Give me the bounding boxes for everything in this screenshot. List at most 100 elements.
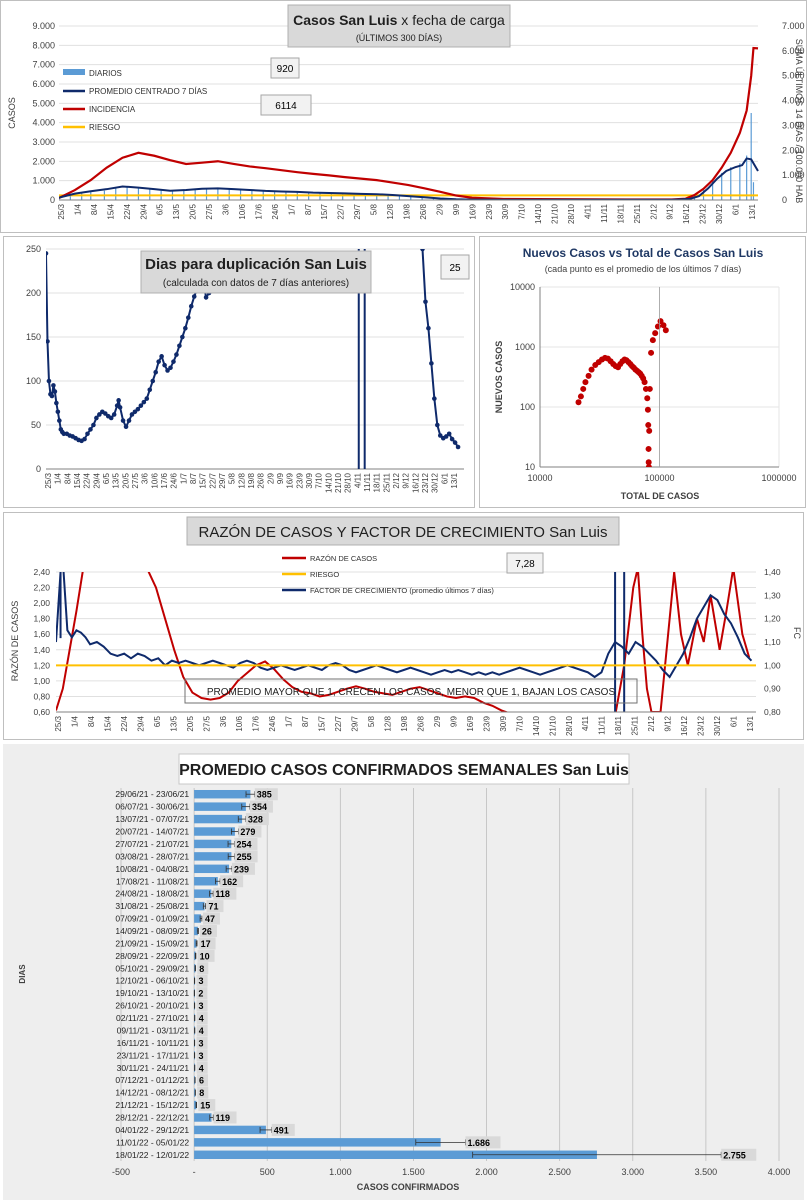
promedio-line	[59, 157, 759, 200]
duplicacion-point	[449, 436, 455, 442]
duplicacion-point	[159, 354, 164, 359]
data-label-bg	[198, 937, 216, 950]
data-label-bg	[721, 1148, 757, 1161]
casos-fecha-carga-panel: 0 1.000 2.000 3.000 4.000 5.000 6.000 7.000 8.00…	[0, 0, 807, 233]
nuevos-vs-total-panel: Nuevos Casos vs Total de Casos San Luis (…	[479, 236, 806, 508]
x-tick-label: 24/6	[170, 472, 179, 488]
data-label: 26	[202, 926, 212, 936]
data-label: 118	[215, 889, 230, 899]
scatter-point	[644, 406, 651, 413]
x-tick-label: 15/7	[320, 203, 329, 219]
duplicacion-point	[120, 418, 126, 423]
x-tick-label: 15/4	[73, 472, 82, 488]
x-tick-label: 21/10	[548, 715, 557, 736]
category-label: 20/07/21 - 14/07/21	[115, 827, 189, 837]
category-label: 10/08/21 - 04/08/21	[115, 864, 189, 874]
scatter-point	[646, 385, 653, 392]
x-tick-label: 8/4	[90, 203, 99, 215]
category-label: 31/08/21 - 25/08/21	[115, 901, 189, 911]
title-box	[287, 4, 511, 48]
category-label: 23/11/21 - 17/11/21	[117, 1050, 190, 1060]
bar	[194, 814, 243, 824]
x-tick-label: 18/11	[616, 203, 625, 223]
y-tick-label: 7.000	[32, 60, 55, 70]
x-tick-label: 12/8	[384, 715, 393, 731]
x-tick-label: 24/6	[271, 203, 280, 219]
value-box	[440, 254, 470, 280]
data-label: 119	[216, 1113, 231, 1123]
chart-subtitle: (cada punto es el promedio de los último…	[545, 264, 742, 274]
y-tick-label: 200	[26, 288, 41, 298]
y-tick-label: 9.000	[32, 21, 55, 31]
y-tick-label: 1.000	[32, 176, 55, 186]
x-tick-label: 2/12	[647, 715, 656, 731]
x-tick-label: 23/9	[485, 203, 494, 219]
x-tick-label: 24/6	[268, 715, 277, 731]
y-tick-label: 1,20	[33, 660, 50, 670]
diarios-bar	[750, 113, 752, 200]
x-tick-label: 6/1	[440, 472, 449, 484]
chart-title: Nuevos Casos vs Total de Casos San Luis	[523, 246, 764, 260]
duplicacion-point	[165, 368, 170, 373]
duplicacion-point	[177, 343, 182, 349]
category-label: 14/12/21 - 08/12/21	[115, 1088, 189, 1098]
duplicacion-point	[52, 389, 58, 394]
duplicacion-point	[91, 422, 96, 428]
x-tick-label: 13/1	[450, 472, 459, 488]
data-label: 385	[257, 790, 272, 800]
duplicacion-point	[188, 303, 194, 309]
legend-label: DIARIOS	[89, 69, 122, 78]
duplicacion-point	[141, 399, 147, 405]
x-tick-label: 30/9	[501, 203, 510, 219]
scatter-point	[580, 385, 587, 392]
legend-label: INCIDENCIA	[89, 105, 136, 114]
x-tick-label: 3/6	[219, 715, 228, 727]
x-tick-label: 15/4	[106, 203, 115, 219]
y2-tick-label: 4.000	[782, 96, 805, 106]
x-tick-label: 16/12	[411, 472, 420, 493]
duplicacion-point	[135, 406, 141, 412]
duplicacion-point	[126, 418, 132, 423]
data-label-bg	[199, 924, 217, 937]
duplicacion-point	[46, 378, 52, 384]
x-tick-label: 1/7	[285, 715, 294, 727]
x-tick-label: 2.500	[548, 1167, 571, 1177]
data-label-bg	[202, 912, 220, 925]
value-box	[506, 552, 544, 574]
x-tick-label: 14/10	[324, 472, 333, 493]
x-tick-label: 1/4	[70, 715, 79, 727]
diarios-bar	[59, 198, 60, 200]
category-label: 30/11/21 - 24/11/21	[117, 1063, 190, 1073]
x-tick-label: 2/12	[392, 472, 401, 488]
x-tick-label: 500	[260, 1167, 275, 1177]
x-tick-label: 8/7	[304, 203, 313, 215]
legend-label: RIESGO	[89, 123, 120, 132]
duplicacion-point	[57, 418, 62, 423]
diarios-bar	[137, 187, 140, 200]
category-label: 13/07/21 - 07/07/21	[115, 814, 189, 824]
legend-swatch	[63, 69, 85, 75]
diarios-bar	[712, 180, 714, 200]
x-tick-label: 19/8	[400, 715, 409, 731]
x-tick-label: 1000000	[761, 473, 796, 483]
diarios-bar	[364, 194, 366, 200]
category-label: 06/07/21 - 30/06/21	[115, 802, 189, 812]
y-tick-label: 2,20	[33, 583, 50, 593]
y-tick-label: 2,40	[33, 567, 50, 577]
x-tick-label: 11/11	[598, 715, 607, 734]
y-tick-label: 1,60	[33, 629, 50, 639]
y-tick-label: 6.000	[32, 79, 55, 89]
duplicacion-point	[108, 415, 114, 421]
x-tick-label: 15/7	[318, 715, 327, 731]
category-label: 04/01/22 - 29/12/21	[115, 1125, 189, 1135]
scatter-point	[582, 379, 589, 386]
x-tick-label: 12/8	[237, 472, 246, 488]
x-tick-label: 25/11	[382, 472, 391, 492]
data-label: 239	[234, 864, 249, 874]
scatter-point	[660, 322, 667, 329]
scatter-point	[645, 459, 652, 466]
duplicacion-point	[82, 436, 87, 442]
x-tick-label: 3.000	[622, 1167, 645, 1177]
y2-tick-label: 3.000	[782, 120, 805, 130]
duplicacion-point	[94, 415, 99, 421]
